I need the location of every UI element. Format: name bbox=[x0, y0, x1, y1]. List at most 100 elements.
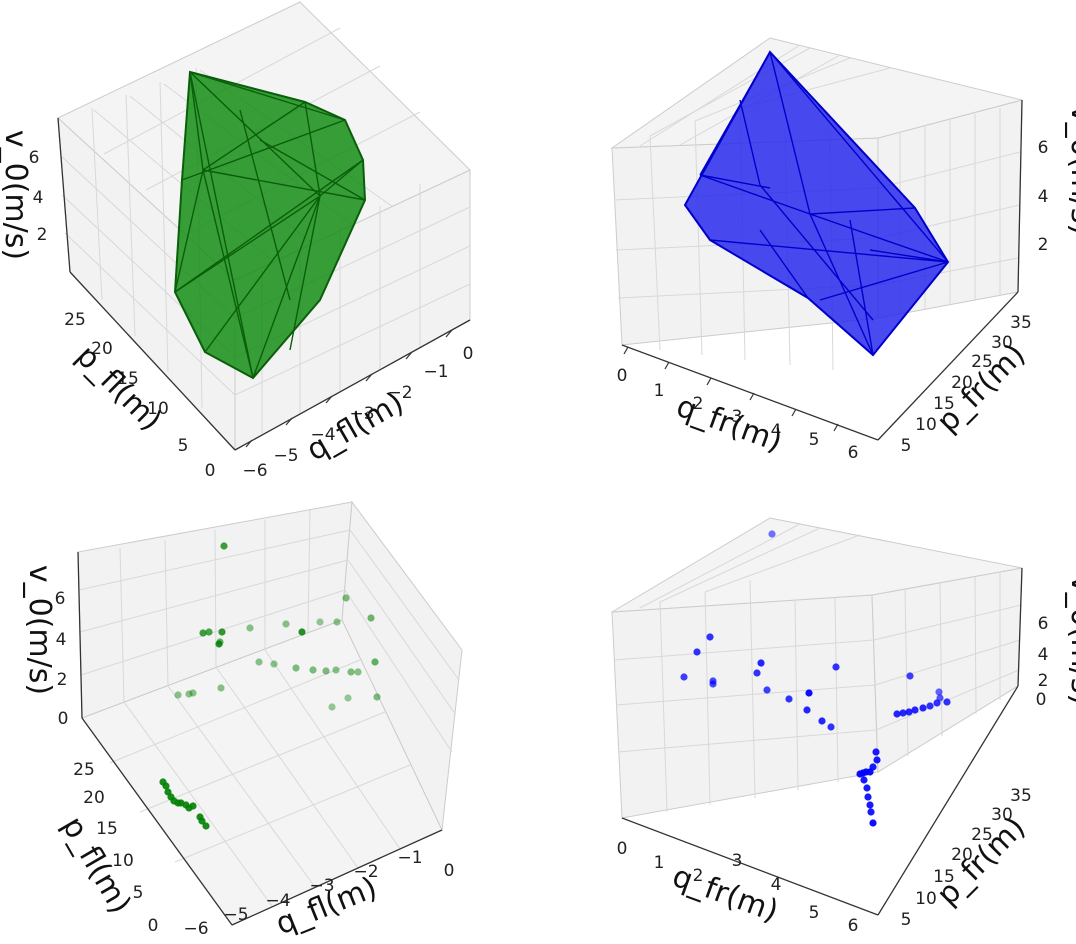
xtick-label: 5 bbox=[809, 903, 820, 923]
xtick-label: −4 bbox=[310, 425, 335, 445]
ytick-label: 30 bbox=[991, 333, 1013, 353]
ztick-label: 6 bbox=[1038, 138, 1049, 158]
ytick-label: 25 bbox=[971, 825, 993, 845]
scatter-point bbox=[864, 793, 872, 801]
ytick-label: 15 bbox=[933, 394, 955, 414]
ztick-label: 2 bbox=[37, 225, 48, 245]
z-axis-label: v_0(m/s) bbox=[1064, 105, 1076, 235]
scatter-point bbox=[162, 782, 170, 790]
scatter-point bbox=[202, 822, 210, 830]
scatter-point bbox=[899, 709, 907, 717]
scatter-point bbox=[693, 648, 701, 656]
scatter-point bbox=[906, 672, 914, 680]
scatter-point bbox=[768, 530, 776, 538]
ytick-label: 0 bbox=[205, 461, 216, 481]
xtick-label: 5 bbox=[809, 430, 820, 450]
ytick-label: 35 bbox=[1010, 313, 1032, 333]
ytick-label: 25 bbox=[971, 352, 993, 372]
ytick-label: 10 bbox=[915, 889, 937, 909]
panes bbox=[77, 500, 463, 926]
ytick-label: 20 bbox=[91, 339, 113, 359]
ytick-label: 5 bbox=[178, 436, 189, 456]
ytick-label: 20 bbox=[951, 845, 973, 865]
z-axis-label: v_0(m/s) bbox=[22, 565, 57, 695]
scatter-point bbox=[935, 688, 943, 696]
ztick-label: 0 bbox=[58, 709, 69, 729]
hull-edges bbox=[174, 71, 366, 379]
panel-top-right: 0 1 2 3 4 5 6 5 10 15 20 25 30 35 2 4 6 … bbox=[610, 37, 1076, 463]
scatter-point bbox=[246, 624, 254, 632]
scatter-point bbox=[757, 659, 765, 667]
scatter-point bbox=[753, 669, 761, 677]
axes-lines bbox=[57, 117, 471, 451]
xtick-label: 1 bbox=[654, 381, 665, 401]
xticks bbox=[623, 346, 839, 432]
ytick-label: 35 bbox=[1010, 786, 1032, 806]
xtick-label: 2 bbox=[693, 394, 704, 414]
scatter-point bbox=[205, 628, 213, 636]
ytick-label: 5 bbox=[901, 436, 912, 456]
scatter-point bbox=[220, 542, 228, 550]
scatter-point bbox=[189, 802, 197, 810]
ytick-label: 5 bbox=[901, 910, 912, 930]
ytick-label: 20 bbox=[83, 788, 105, 808]
grid-lines bbox=[78, 509, 460, 907]
axes-lines bbox=[621, 567, 1023, 916]
ztick-label: 4 bbox=[1038, 187, 1049, 207]
ztick-label: 6 bbox=[55, 589, 66, 609]
scatter-point bbox=[803, 706, 811, 714]
ytick-label: 20 bbox=[951, 373, 973, 393]
ytick-label: 25 bbox=[73, 760, 95, 780]
scatter-point bbox=[805, 689, 813, 697]
scatter-point bbox=[911, 706, 919, 714]
ztick-label: 2 bbox=[57, 670, 68, 690]
scatter-point bbox=[709, 680, 717, 688]
hull bbox=[683, 50, 950, 357]
scatter-point bbox=[866, 801, 874, 809]
scatter-point bbox=[706, 633, 714, 641]
scatter-point bbox=[893, 710, 901, 718]
hull bbox=[173, 70, 367, 380]
x-axis-label: q_fr(m) bbox=[668, 859, 783, 929]
hull-surface bbox=[683, 50, 950, 357]
ytick-label: 30 bbox=[991, 805, 1013, 825]
axes-lines bbox=[621, 99, 1023, 441]
scatter-point bbox=[936, 694, 944, 702]
scatter-point bbox=[763, 686, 771, 694]
panes bbox=[611, 517, 1023, 819]
ytick-label: 0 bbox=[148, 916, 159, 936]
scatter-point bbox=[785, 695, 793, 703]
ztick-label: 6 bbox=[1038, 614, 1049, 634]
z-axis-label: v_0(m/s) bbox=[0, 130, 33, 260]
xtick-label: 0 bbox=[617, 366, 628, 386]
ytick-label: 10 bbox=[147, 399, 169, 419]
scatter-point bbox=[174, 691, 182, 699]
scatter-point bbox=[347, 668, 355, 676]
z-axis-label: v_0(m/s) bbox=[1064, 575, 1076, 705]
xtick-label: 3 bbox=[732, 407, 743, 427]
xtick-label: 4 bbox=[771, 421, 782, 441]
ztick-label: 0 bbox=[1036, 690, 1047, 710]
xtick-label: −4 bbox=[265, 891, 290, 911]
panel-bottom-right: 0 1 2 3 4 5 6 5 10 15 20 25 30 35 0 2 4 … bbox=[611, 517, 1076, 936]
xtick-label: −3 bbox=[309, 876, 334, 896]
scatter-point bbox=[292, 664, 300, 672]
ztick-label: 6 bbox=[29, 148, 40, 168]
scatter-point bbox=[926, 702, 934, 710]
scatter-point bbox=[680, 673, 688, 681]
scatter-points bbox=[159, 542, 381, 830]
xtick-label: 1 bbox=[654, 853, 665, 873]
scatter-point bbox=[832, 663, 840, 671]
scatter-point bbox=[255, 658, 263, 666]
scatter-point bbox=[185, 690, 193, 698]
scatter-point bbox=[342, 594, 350, 602]
xtick-label: −3 bbox=[349, 404, 374, 424]
scatter-point bbox=[872, 748, 880, 756]
scatter-point bbox=[218, 628, 226, 636]
scatter-point bbox=[309, 666, 317, 674]
scatter-point bbox=[270, 660, 278, 668]
scatter-point bbox=[905, 708, 913, 716]
scatter-point bbox=[333, 618, 341, 626]
scatter-point bbox=[373, 693, 381, 701]
